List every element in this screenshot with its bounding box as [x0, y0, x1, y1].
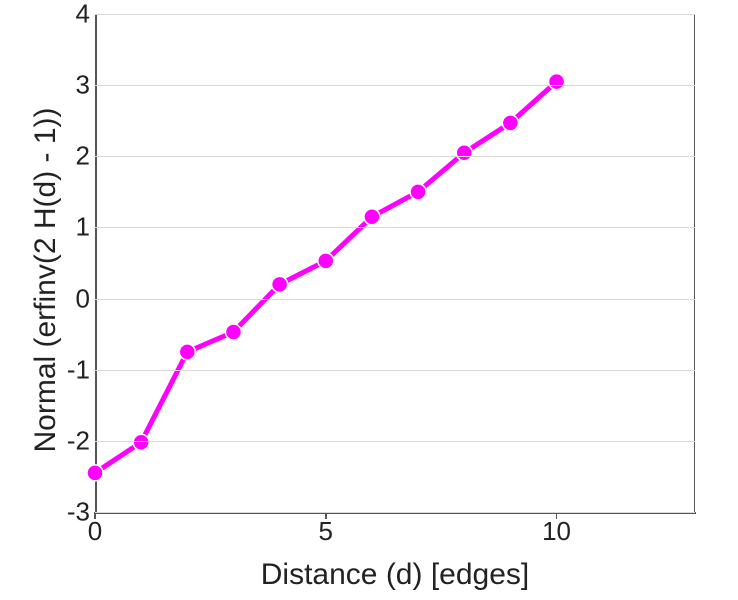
data-point-2[interactable]: d=2, value=-0.75	[179, 344, 195, 360]
gridline-y-4	[95, 14, 695, 15]
data-line-plot[interactable]: d=0, value=-2.45d=1, value=-2.02d=2, val…	[95, 14, 695, 512]
data-point-6[interactable]: d=6, value=1.15	[364, 209, 380, 225]
data-point-9[interactable]: d=9, value=2.47	[502, 115, 518, 131]
data-point-1[interactable]: d=1, value=-2.02	[133, 434, 149, 450]
x-tick-label-5: 5	[319, 516, 333, 547]
data-point-4[interactable]: d=4, value=0.2	[272, 276, 288, 292]
gridline-y--2	[95, 441, 695, 442]
gridline-y-0	[95, 299, 695, 300]
data-point-5[interactable]: d=5, value=0.53	[318, 253, 334, 269]
chart-container: d=0, value=-2.45 d=1, value=-2.02 d=2, val…	[0, 0, 738, 600]
x-axis-label: Distance (d) [edges]	[95, 558, 695, 592]
gridline-y-2	[95, 156, 695, 157]
gridline-y-1	[95, 227, 695, 228]
data-point-3[interactable]: d=3, value=-0.47	[225, 324, 241, 340]
x-tick-label-10: 10	[542, 516, 571, 547]
gridline-y--3	[95, 512, 695, 513]
gridline-y--1	[95, 370, 695, 371]
y-axis-label: Normal (erfinv(2 H(d) - 1))	[29, 31, 63, 529]
data-point-10[interactable]: d=10, value=3.05	[549, 74, 565, 90]
data-point-7[interactable]: d=7, value=1.5	[410, 184, 426, 200]
gridline-y-3	[95, 85, 695, 86]
data-point-8[interactable]: d=8, value=2.05	[456, 145, 472, 161]
data-point-0[interactable]: d=0, value=-2.45	[87, 465, 103, 481]
y-tick-label-4: 4	[50, 0, 90, 30]
x-tick-label-0: 0	[88, 516, 102, 547]
